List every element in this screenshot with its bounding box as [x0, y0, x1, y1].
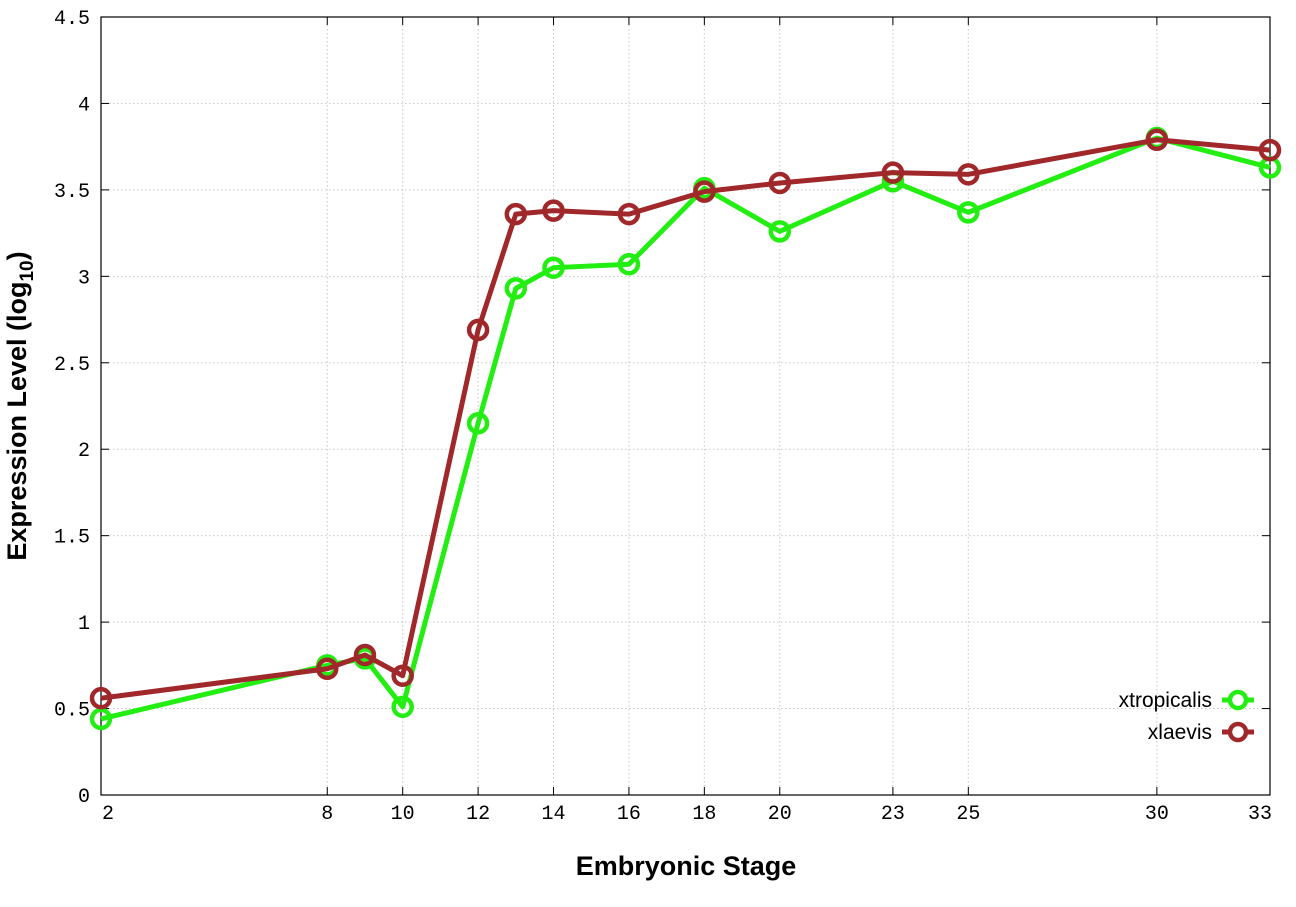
series-layer: [89, 126, 1282, 731]
x-axis-title: Embryonic Stage: [576, 851, 797, 881]
data-point: [617, 252, 641, 276]
x-tick-label: 25: [956, 803, 980, 826]
legend-entry: xlaevis: [1148, 721, 1254, 744]
data-point: [89, 707, 113, 731]
data-point: [1258, 138, 1282, 162]
data-point: [466, 318, 490, 342]
legend-swatch-marker: [1227, 689, 1249, 711]
x-tick-label: 18: [692, 803, 716, 826]
y-tick-label: 1.5: [54, 527, 90, 550]
x-tick-label: 23: [881, 803, 905, 826]
y-tick-label: 2.5: [54, 354, 90, 377]
x-tick-label: 20: [768, 803, 792, 826]
y-axis-title: Expression Level (log10): [2, 251, 38, 560]
data-point: [542, 199, 565, 222]
data-point: [504, 202, 528, 226]
data-point: [768, 171, 792, 195]
data-point: [957, 163, 980, 186]
y-tick-label: 2: [78, 440, 90, 463]
x-tick-label: 8: [321, 803, 333, 826]
y-axis-title-subscript: 10: [17, 260, 38, 281]
legend: xtropicalis xlaevis: [1119, 689, 1254, 744]
data-point: [957, 201, 980, 224]
data-point: [316, 657, 339, 681]
y-tick-label: 0.5: [54, 700, 90, 723]
data-point: [1145, 128, 1169, 152]
y-tick-label: 3.5: [54, 181, 90, 204]
plot-frame: [100, 16, 1271, 796]
x-tick-label: 16: [617, 803, 641, 826]
legend-swatch-marker: [1227, 721, 1249, 743]
x-tick-label: 10: [391, 803, 415, 826]
data-point: [768, 220, 792, 243]
data-point: [504, 277, 528, 300]
x-tick-label: 14: [542, 803, 566, 826]
data-point: [89, 686, 113, 710]
data-point: [693, 180, 716, 203]
axis-ticks: 0 0.5 1 1.5 2 2.5 3 3.5 4 4.5 2 8 10 12 14 16 18 20 23 25 30…: [54, 8, 1272, 826]
x-tick-label: 2: [102, 803, 114, 826]
x-tick-label: 33: [1248, 803, 1272, 826]
y-tick-label: 4: [78, 94, 90, 117]
data-point: [391, 664, 414, 687]
series-line: [100, 137, 1271, 701]
legend-label: xtropicalis: [1119, 689, 1212, 712]
grid: [101, 17, 1270, 795]
legend-entry: xtropicalis: [1119, 689, 1254, 712]
x-tick-label: 30: [1145, 803, 1169, 826]
data-point: [881, 161, 905, 184]
y-tick-label: 3: [78, 267, 90, 290]
series-line: [100, 135, 1271, 722]
data-point: [466, 412, 490, 435]
data-point: [542, 256, 565, 279]
data-point: [617, 202, 641, 226]
y-axis-title-close: ): [2, 251, 32, 260]
data-point: [353, 643, 377, 667]
y-tick-label: 1: [78, 613, 90, 636]
legend-label: xlaevis: [1148, 721, 1212, 744]
x-tick-label: 12: [466, 803, 490, 826]
y-tick-label: 4.5: [54, 8, 90, 31]
series-xlaevis: [89, 128, 1282, 710]
y-axis-title-main: Expression Level (log: [2, 282, 32, 561]
y-tick-label: 0: [78, 786, 90, 809]
series-xtropicalis: [89, 126, 1282, 731]
data-point: [391, 695, 414, 719]
